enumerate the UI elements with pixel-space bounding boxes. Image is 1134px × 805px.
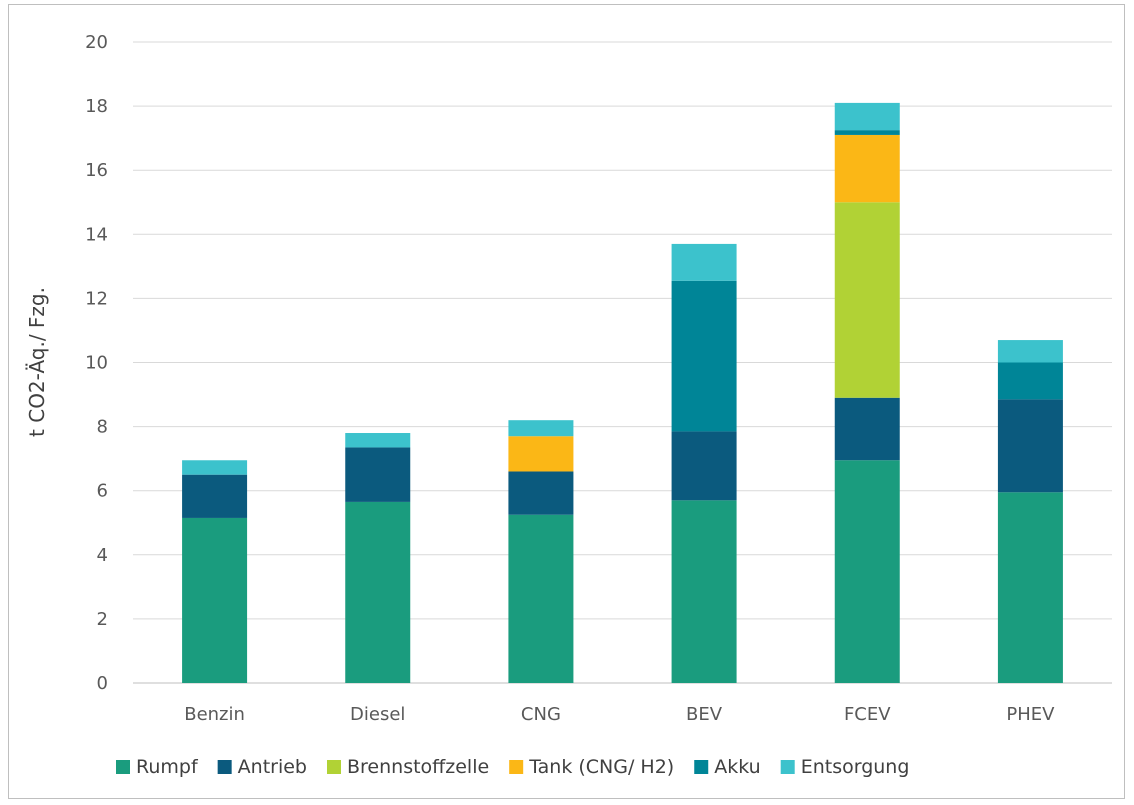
bar-segment-akku-bev [671, 280, 737, 432]
y-tick-label: 0 [97, 673, 108, 694]
bar-segment-antrieb-phev [997, 399, 1063, 493]
bars [182, 102, 1063, 683]
legend-label-antrieb: Antrieb [238, 756, 307, 778]
bar-segment-rumpf-cng [508, 514, 574, 683]
legend: Rumpf Antrieb Brennstoffzelle Tank (CNG/ H2… [116, 756, 909, 778]
legend-swatch-brennstoffzelle [327, 760, 341, 774]
bar-segment-antrieb-bev [671, 431, 737, 501]
y-tick-label: 14 [85, 224, 108, 245]
y-tick-label: 12 [85, 288, 108, 309]
gridlines [133, 41, 1112, 684]
x-tick-label: Diesel [350, 704, 405, 725]
x-axis-ticks: Benzin Diesel CNG BEV FCEV PHEV [184, 704, 1055, 725]
bar-segment-entsorgung-cng [508, 420, 574, 437]
bar-segment-entsorgung-benzin [182, 460, 248, 475]
bar-segment-entsorgung-phev [997, 340, 1063, 363]
y-tick-label: 4 [97, 545, 108, 566]
bar-segment-akku-fcev [834, 130, 900, 135]
y-tick-label: 20 [85, 32, 108, 53]
legend-swatch-akku [694, 760, 709, 774]
x-tick-label: Benzin [184, 704, 245, 725]
bar-segment-entsorgung-diesel [345, 433, 411, 448]
bar-segment-brennstoffzelle-fcev [834, 202, 900, 398]
bar-segment-antrieb-diesel [345, 447, 411, 502]
x-tick-label: BEV [686, 704, 723, 725]
legend-swatch-entsorgung [780, 760, 795, 774]
y-axis-title: t CO2-Äq./ Fzg. [25, 287, 49, 437]
y-tick-label: 2 [97, 609, 108, 630]
bar-segment-rumpf-fcev [834, 460, 900, 683]
legend-swatch-rumpf [116, 760, 130, 774]
x-tick-label: CNG [521, 704, 561, 725]
bar-segment-rumpf-benzin [182, 517, 248, 683]
bar-segment-rumpf-bev [671, 500, 737, 683]
x-tick-label: FCEV [844, 704, 891, 725]
legend-label-brennstoffzelle: Brennstoffzelle [347, 756, 489, 778]
legend-label-entsorgung: Entsorgung [801, 756, 910, 778]
legend-label-rumpf: Rumpf [136, 756, 199, 778]
y-axis-ticks: 0 2 4 6 8 10 12 14 16 18 20 [85, 32, 108, 694]
y-tick-label: 10 [85, 353, 108, 374]
x-tick-label: PHEV [1006, 704, 1055, 725]
y-tick-label: 18 [85, 96, 108, 117]
legend-swatch-tank-cng-h2 [509, 760, 524, 774]
bar-segment-antrieb-benzin [182, 474, 248, 518]
legend-label-tank-cng-h2: Tank (CNG/ H2) [528, 756, 674, 778]
bar-segment-entsorgung-bev [671, 243, 737, 281]
bar-segment-tank-cng-h2-cng [508, 436, 574, 472]
bar-segment-rumpf-diesel [345, 501, 411, 683]
y-tick-label: 8 [97, 417, 108, 438]
bar-segment-entsorgung-fcev [834, 102, 900, 131]
bar-segment-rumpf-phev [997, 492, 1063, 683]
y-tick-label: 6 [97, 481, 108, 502]
legend-label-akku: Akku [714, 756, 760, 778]
legend-swatch-antrieb [217, 760, 232, 774]
bar-segment-akku-phev [997, 362, 1063, 400]
bar-segment-antrieb-cng [508, 471, 574, 515]
bar-segment-tank-cng-h2-fcev [834, 134, 900, 203]
bar-segment-antrieb-fcev [834, 397, 900, 461]
y-tick-label: 16 [85, 160, 108, 181]
